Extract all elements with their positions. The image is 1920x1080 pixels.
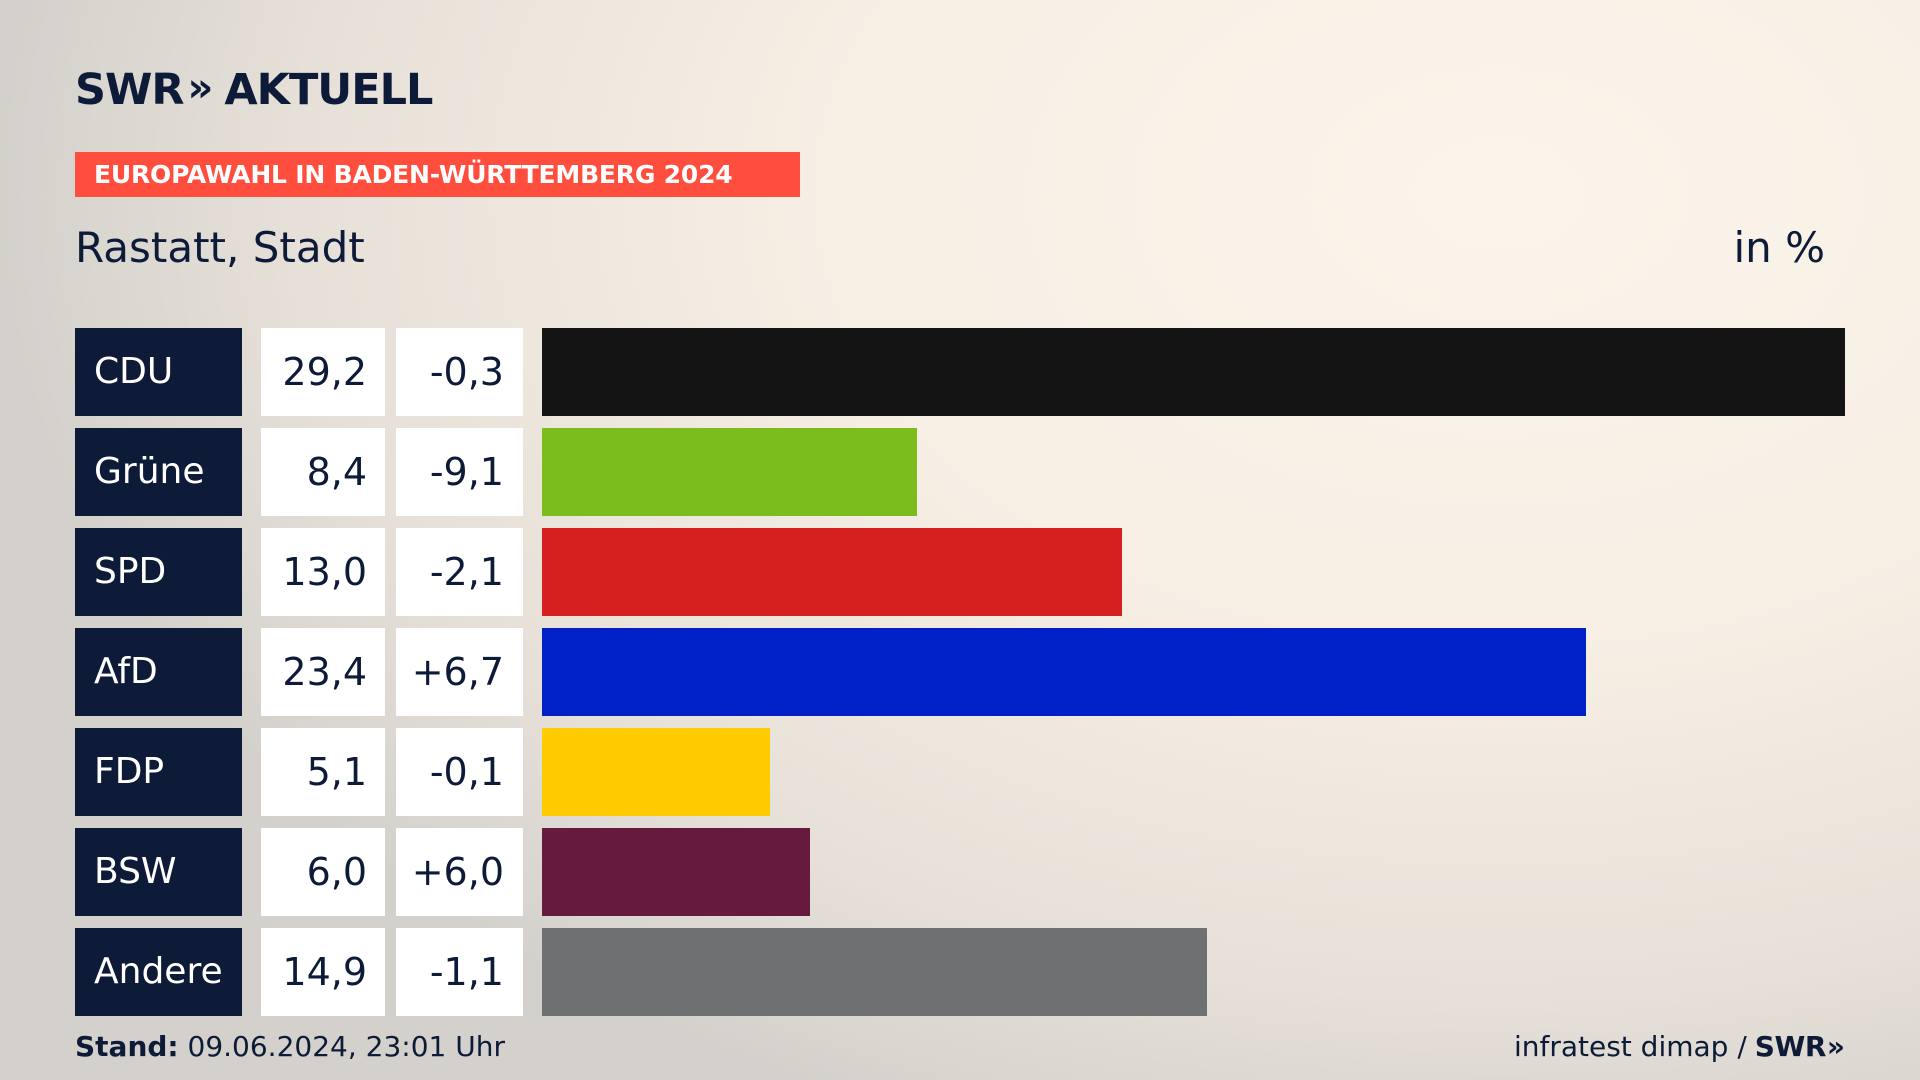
vote-share-value: 23,4 (261, 628, 385, 716)
change-value: +6,0 (396, 828, 523, 916)
timestamp: Stand: 09.06.2024, 23:01 Uhr (75, 1030, 505, 1064)
result-row: FDP 5,1 -0,1 (0, 728, 1920, 816)
party-label: BSW (75, 828, 242, 916)
result-row: AfD 23,4 +6,7 (0, 628, 1920, 716)
result-row: Grüne 8,4 -9,1 (0, 428, 1920, 516)
stand-label: Stand: (75, 1030, 179, 1063)
party-label: Grüne (75, 428, 242, 516)
change-value: -2,1 (396, 528, 523, 616)
change-value: -0,3 (396, 328, 523, 416)
result-bar (542, 428, 917, 516)
vote-share-value: 14,9 (261, 928, 385, 1016)
result-bar (542, 628, 1586, 716)
source-swr: SWR (1754, 1030, 1827, 1063)
party-label: SPD (75, 528, 242, 616)
vote-share-value: 5,1 (261, 728, 385, 816)
swr-aktuell-logo: SWR » AKTUELL (75, 65, 433, 115)
change-value: -9,1 (396, 428, 523, 516)
result-bar (542, 328, 1845, 416)
unit-label: in % (1733, 223, 1825, 272)
result-bar (542, 528, 1122, 616)
vote-share-value: 8,4 (261, 428, 385, 516)
election-banner: EUROPAWAHL IN BADEN-WÜRTTEMBERG 2024 (75, 152, 800, 197)
logo-chevron-icon: » (187, 65, 214, 111)
result-bar (542, 828, 810, 916)
vote-share-value: 13,0 (261, 528, 385, 616)
chart-subtitle: Rastatt, Stadt (75, 223, 365, 272)
party-label: CDU (75, 328, 242, 416)
result-row: BSW 6,0 +6,0 (0, 828, 1920, 916)
logo-swr-text: SWR (75, 65, 185, 115)
result-row: CDU 29,2 -0,3 (0, 328, 1920, 416)
stand-value: 09.06.2024, 23:01 Uhr (178, 1030, 505, 1063)
source-chevron-icon: » (1826, 1030, 1845, 1063)
source-text: infratest dimap / (1513, 1030, 1747, 1063)
result-bar (542, 928, 1207, 1016)
result-bar (542, 728, 770, 816)
source-credit: infratest dimap / SWR » (1514, 1030, 1845, 1064)
party-label: Andere (75, 928, 242, 1016)
result-row: Andere 14,9 -1,1 (0, 928, 1920, 1016)
result-row: SPD 13,0 -2,1 (0, 528, 1920, 616)
party-label: AfD (75, 628, 242, 716)
change-value: +6,7 (396, 628, 523, 716)
vote-share-value: 6,0 (261, 828, 385, 916)
party-label: FDP (75, 728, 242, 816)
change-value: -0,1 (396, 728, 523, 816)
logo-aktuell-text: AKTUELL (224, 65, 433, 115)
change-value: -1,1 (396, 928, 523, 1016)
vote-share-value: 29,2 (261, 328, 385, 416)
